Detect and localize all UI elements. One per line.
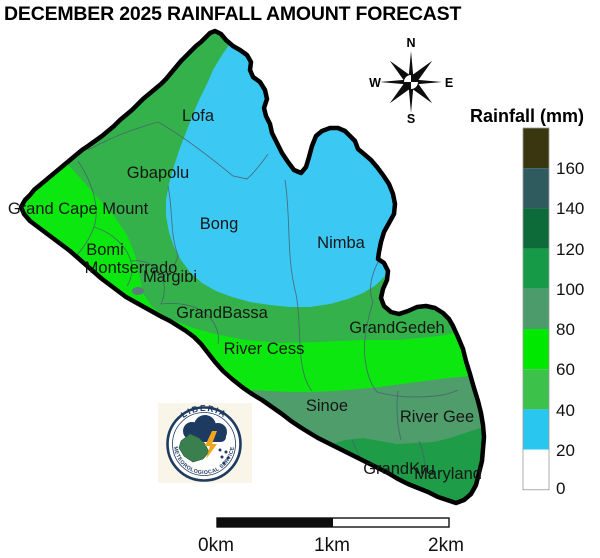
county-label-grandbassa: GrandBassa bbox=[176, 304, 269, 322]
map-title: DECEMBER 2025 RAINFALL AMOUNT FORECAST bbox=[4, 3, 462, 25]
logo-badge-inner-ring bbox=[172, 412, 236, 476]
legend-title: Rainfall (mm) bbox=[470, 106, 584, 126]
legend-swatch-7 bbox=[523, 409, 549, 450]
region-20-40mm bbox=[166, 41, 406, 307]
legend-swatch-4 bbox=[523, 288, 549, 329]
legend-tick-100: 100 bbox=[556, 280, 584, 299]
county-label-gbapolu: Gbapolu bbox=[127, 164, 189, 182]
legend-swatch-3 bbox=[523, 248, 549, 289]
county-label-maryland: Maryland bbox=[414, 465, 482, 483]
rain-drops-icon bbox=[218, 448, 230, 465]
legend-tick-60: 60 bbox=[556, 360, 575, 379]
legend-swatch-6 bbox=[523, 369, 549, 410]
liberia-silhouette-icon bbox=[178, 433, 210, 463]
county-label-river-gee: River Gee bbox=[400, 408, 474, 426]
county-label-sinoe: Sinoe bbox=[306, 397, 348, 415]
lms-logo: LIBERIA METEOROLOGIOCAL SERVICE bbox=[158, 403, 252, 483]
liberia-map: Lofa Gbapolu Grand Cape Mount Bong Nimba… bbox=[8, 31, 512, 558]
legend-swatch-1 bbox=[523, 168, 549, 209]
legend: Rainfall (mm) 160 140 120 100 80 60 40 2… bbox=[470, 106, 584, 498]
legend-tick-80: 80 bbox=[556, 320, 575, 339]
lightning-bolt-icon bbox=[205, 431, 217, 459]
scale-bar: 0km 1km 2km bbox=[198, 517, 464, 556]
storm-cloud-icon bbox=[183, 415, 227, 442]
county-label-river-cess: River Cess bbox=[224, 340, 305, 358]
compass-hub-quarter-ne bbox=[411, 74, 419, 82]
legend-tick-160: 160 bbox=[556, 159, 584, 178]
legend-tick-140: 140 bbox=[556, 199, 584, 218]
county-label-montserrado: Montserrado bbox=[85, 259, 178, 277]
county-label-grandkru: GrandKru bbox=[363, 460, 435, 478]
county-label-nimba: Nimba bbox=[317, 234, 366, 252]
legend-tick-20: 20 bbox=[556, 441, 575, 460]
coastal-lagoon bbox=[132, 287, 144, 295]
legend-swatch-2 bbox=[523, 208, 549, 249]
compass-label-e: E bbox=[445, 76, 453, 90]
compass-hub-quarter-sw bbox=[403, 82, 411, 90]
compass-label-w: W bbox=[369, 76, 381, 90]
legend-tick-120: 120 bbox=[556, 240, 584, 259]
compass-label-s: S bbox=[407, 112, 415, 126]
county-label-margibi: Margibi bbox=[143, 268, 197, 286]
county-label-lofa: Lofa bbox=[182, 107, 215, 125]
scale-label-1km: 1km bbox=[314, 535, 350, 556]
legend-tick-40: 40 bbox=[556, 401, 575, 420]
legend-swatch-5 bbox=[523, 329, 549, 370]
county-label-bomi: Bomi bbox=[86, 241, 124, 259]
legend-colorbar bbox=[522, 127, 550, 491]
scale-label-0km: 0km bbox=[198, 535, 234, 556]
county-label-grandgedeh: GrandGedeh bbox=[349, 319, 444, 337]
legend-swatch-0 bbox=[523, 128, 549, 169]
legend-colorbar-frame bbox=[522, 127, 550, 491]
county-label-grand-cape-mount: Grand Cape Mount bbox=[8, 200, 149, 218]
county-label-bong: Bong bbox=[200, 215, 239, 233]
scale-label-2km: 2km bbox=[428, 535, 464, 556]
legend-tick-0: 0 bbox=[556, 479, 565, 498]
compass-rose: N S W E bbox=[369, 36, 453, 126]
legend-swatch-8 bbox=[523, 449, 549, 490]
scale-bar-filled-half bbox=[217, 518, 333, 527]
compass-label-n: N bbox=[406, 36, 415, 50]
